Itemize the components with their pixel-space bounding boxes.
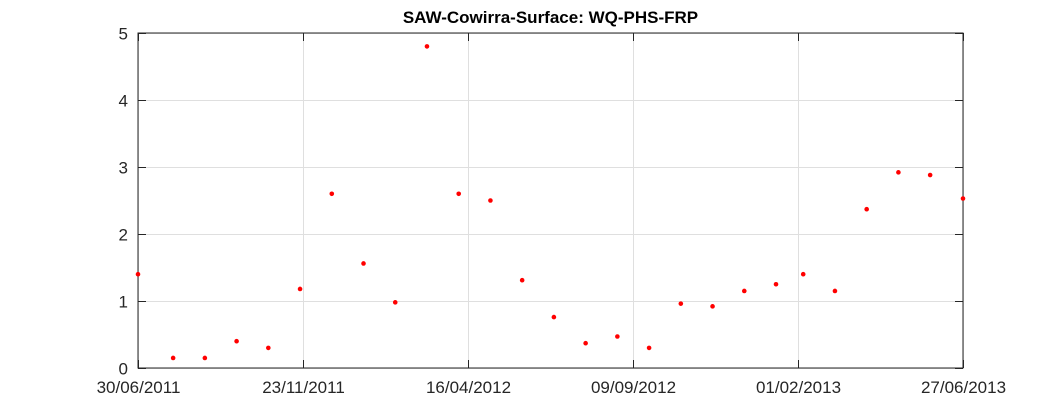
data-point bbox=[202, 355, 208, 361]
y-tick-label: 1 bbox=[119, 293, 128, 312]
data-point bbox=[266, 345, 271, 351]
data-point bbox=[329, 191, 335, 197]
x-tick-label: 23/11/2011 bbox=[262, 378, 345, 397]
data-point bbox=[615, 334, 620, 339]
data-point bbox=[800, 271, 806, 277]
data-point bbox=[773, 281, 779, 287]
data-point bbox=[583, 340, 588, 346]
data-point bbox=[551, 314, 557, 320]
y-tick-label: 0 bbox=[119, 360, 128, 379]
data-point bbox=[832, 288, 838, 294]
data-point bbox=[960, 196, 966, 201]
data-point bbox=[456, 191, 462, 197]
data-point bbox=[927, 172, 933, 178]
data-points bbox=[135, 44, 966, 361]
x-tick-label: 27/06/2013 bbox=[921, 378, 1006, 397]
x-tick-label: 01/02/2013 bbox=[756, 378, 841, 397]
y-tick-label: 5 bbox=[119, 25, 128, 44]
y-axis: 0 1 2 3 4 5 bbox=[119, 25, 963, 379]
data-point bbox=[424, 44, 430, 49]
data-point bbox=[646, 345, 652, 351]
data-point bbox=[741, 288, 747, 294]
data-point bbox=[297, 286, 303, 292]
y-tick-label: 4 bbox=[119, 92, 128, 111]
x-axis: 30/06/2011 23/11/2011 16/04/2012 09/09/2012… bbox=[97, 33, 1006, 397]
y-tick-label: 2 bbox=[119, 226, 128, 245]
plot-background bbox=[138, 33, 963, 368]
data-point bbox=[170, 355, 176, 361]
data-point bbox=[488, 198, 493, 203]
data-point bbox=[392, 300, 398, 305]
data-point bbox=[234, 338, 239, 344]
data-point bbox=[135, 271, 141, 277]
x-tick-label: 16/04/2012 bbox=[426, 378, 511, 397]
data-point bbox=[519, 277, 525, 283]
data-point bbox=[710, 304, 715, 309]
chart-title: SAW-Cowirra-Surface: WQ-PHS-FRP bbox=[403, 8, 698, 27]
data-point bbox=[678, 301, 684, 306]
x-tick-label: 30/06/2011 bbox=[97, 378, 181, 397]
data-point bbox=[361, 261, 366, 266]
y-tick-label: 3 bbox=[119, 159, 128, 178]
data-point bbox=[896, 170, 901, 175]
data-point bbox=[864, 206, 869, 212]
x-tick-label: 09/09/2012 bbox=[591, 378, 676, 397]
